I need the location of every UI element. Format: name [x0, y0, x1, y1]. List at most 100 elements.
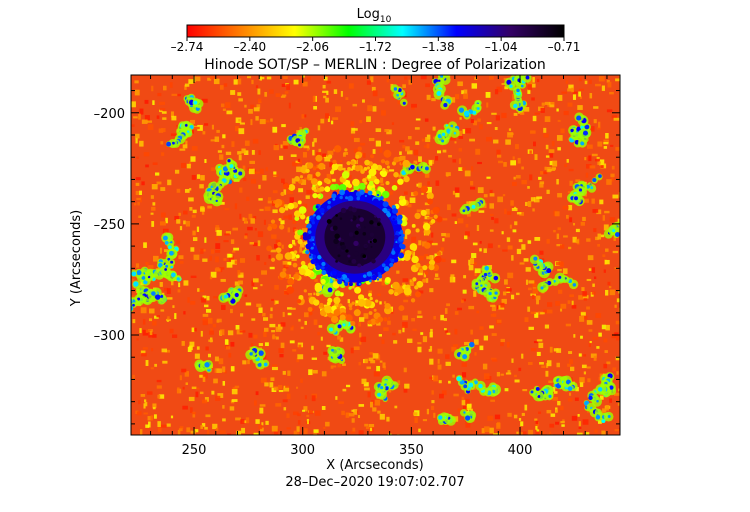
heatmap-cell	[326, 173, 332, 180]
heatmap-cell	[491, 216, 494, 220]
heatmap-cell	[301, 114, 305, 119]
halo-cell	[368, 168, 377, 177]
heatmap-cell	[493, 139, 499, 144]
network-core	[592, 177, 597, 183]
heatmap-cell	[184, 188, 190, 193]
heatmap-cell	[569, 180, 573, 186]
heatmap-cell	[263, 120, 270, 123]
x-tick-label: 400	[508, 443, 533, 458]
heatmap-cell	[446, 303, 451, 307]
network-core	[509, 84, 513, 88]
heatmap-cell	[263, 331, 267, 337]
network-core	[329, 327, 334, 332]
heatmap-cell	[511, 181, 517, 186]
heatmap-cell	[602, 254, 606, 258]
heatmap-cell	[606, 79, 610, 83]
halo-cell	[420, 185, 429, 193]
heatmap-cell	[332, 117, 339, 120]
heatmap-cell	[157, 421, 161, 427]
magnetic-network	[131, 75, 620, 426]
heatmap-cell	[596, 209, 602, 215]
network-core	[193, 100, 198, 105]
heatmap-cell	[418, 156, 422, 162]
heatmap-cell	[490, 313, 495, 317]
heatmap-cell	[281, 178, 285, 183]
heatmap-cell	[323, 351, 328, 355]
heatmap-cell	[609, 398, 613, 403]
heatmap-cell	[489, 193, 495, 197]
halo-cell	[398, 305, 405, 312]
halo-cell	[415, 228, 420, 233]
heatmap-cell	[184, 85, 187, 90]
heatmap-cell	[142, 329, 149, 336]
heatmap-cell	[238, 274, 244, 278]
heatmap-cell	[427, 181, 430, 186]
heatmap-cell	[211, 124, 214, 130]
heatmap-cell	[556, 179, 559, 185]
heatmap-cell	[244, 150, 249, 155]
heatmap-cell	[207, 317, 213, 324]
heatmap-cell	[618, 291, 620, 294]
heatmap-cell	[199, 289, 205, 292]
heatmap-cell	[589, 126, 595, 132]
penumbra-fibril	[305, 250, 310, 255]
heatmap-cell	[468, 264, 474, 271]
heatmap-cell	[473, 290, 477, 297]
heatmap-cell	[525, 267, 531, 272]
heatmap-cell	[431, 242, 438, 246]
umbra-cell	[333, 238, 339, 245]
network-core	[596, 399, 599, 403]
heatmap-cell	[152, 100, 155, 106]
heatmap-cell	[556, 233, 560, 240]
heatmap-cell	[331, 178, 336, 182]
network-core	[141, 275, 146, 280]
heatmap-cell	[422, 419, 428, 422]
network-core	[147, 275, 151, 279]
heatmap-cell	[211, 390, 215, 395]
heatmap-cell	[202, 313, 209, 317]
heatmap-cell	[312, 95, 316, 102]
halo-cell	[352, 178, 360, 187]
colorbar: Log10 –2.74 –2.40 –2.06 –1.72 –1.38 –1.04 –0.7…	[171, 7, 581, 54]
heatmap-cell	[578, 91, 582, 97]
halo-cell	[384, 160, 390, 166]
halo-cell	[383, 149, 392, 158]
heatmap-cell	[418, 255, 424, 261]
heatmap-cell	[204, 426, 208, 430]
heatmap-cell	[536, 299, 539, 305]
umbra-cell	[362, 231, 367, 236]
network-core	[186, 130, 190, 133]
heatmap-cell	[257, 231, 264, 238]
heatmap-cell	[292, 161, 298, 167]
heatmap-cell	[439, 393, 444, 399]
heatmap-cell	[272, 174, 279, 177]
heatmap-cell	[200, 425, 204, 430]
heatmap-cell	[350, 347, 354, 354]
heatmap-cell	[413, 412, 418, 416]
heatmap-cell	[601, 85, 605, 91]
heatmap-cell	[583, 298, 587, 301]
heatmap-cell	[145, 164, 149, 168]
halo-cell	[312, 166, 317, 171]
heatmap-cell	[613, 392, 620, 396]
penumbra-fibril	[336, 273, 342, 279]
heatmap-cell	[285, 264, 290, 268]
heatmap-cell	[587, 255, 594, 261]
network-core	[331, 348, 334, 352]
heatmap-cell	[341, 410, 345, 416]
heatmap-cell	[466, 404, 472, 410]
heatmap-cell	[333, 89, 338, 94]
halo-cell	[380, 159, 386, 164]
heatmap-cell	[250, 218, 255, 224]
heatmap-cell	[190, 156, 196, 162]
halo-cell	[298, 268, 306, 276]
heatmap-cell	[402, 321, 408, 328]
penumbra-fibril	[332, 197, 336, 201]
heatmap-cell	[313, 174, 317, 179]
heatmap-cell	[177, 289, 181, 293]
umbra-cell	[369, 220, 374, 225]
halo-cell	[293, 210, 301, 218]
heatmap-cell	[567, 300, 571, 304]
heatmap-cell	[420, 75, 427, 80]
heatmap-cell	[216, 230, 222, 236]
